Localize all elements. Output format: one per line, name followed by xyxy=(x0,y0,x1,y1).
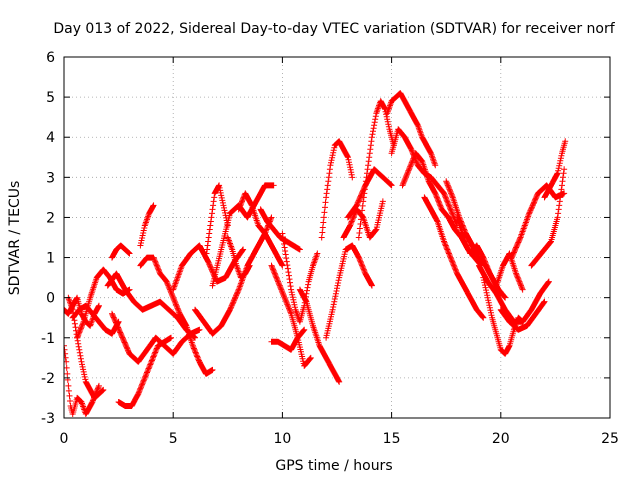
series-23 xyxy=(318,138,356,241)
series-markers xyxy=(497,298,548,333)
y-tick-label: -3 xyxy=(41,411,55,427)
series-6 xyxy=(109,242,133,261)
x-tick-label: 20 xyxy=(492,431,510,447)
series-27 xyxy=(355,98,397,241)
data-markers xyxy=(64,90,569,417)
y-tick-label: 3 xyxy=(46,170,55,186)
series-markers xyxy=(421,194,487,321)
series-markers xyxy=(541,138,569,201)
series-markers xyxy=(296,286,343,385)
series-markers xyxy=(454,214,526,293)
series-33 xyxy=(454,214,526,293)
series-markers xyxy=(318,138,356,241)
series-13 xyxy=(203,182,231,261)
series-11 xyxy=(137,254,216,377)
x-tick-label: 10 xyxy=(273,431,291,447)
y-tick-label: -1 xyxy=(41,331,55,347)
y-tick-label: 4 xyxy=(46,130,55,146)
y-tick-label: 5 xyxy=(46,90,55,106)
series-37 xyxy=(508,182,568,261)
series-36 xyxy=(497,298,548,333)
series-22 xyxy=(296,286,343,385)
series-39 xyxy=(541,138,569,201)
series-markers xyxy=(137,202,157,249)
chart-title: Day 013 of 2022, Sidereal Day-to-day VTE… xyxy=(53,21,615,37)
series-38 xyxy=(528,166,568,269)
series-35 xyxy=(476,262,552,325)
y-tick-label: 0 xyxy=(46,291,55,307)
x-tick-label: 15 xyxy=(383,431,401,447)
series-markers xyxy=(355,98,397,241)
y-tick-label: 2 xyxy=(46,210,55,226)
series-markers xyxy=(224,234,253,281)
series-markers xyxy=(323,242,375,341)
series-markers xyxy=(476,262,552,325)
series-10 xyxy=(137,202,157,249)
series-16 xyxy=(224,234,253,281)
series-markers xyxy=(384,90,439,169)
y-axis-label: SDTVAR / TECUs xyxy=(7,181,23,296)
series-markers xyxy=(508,182,568,261)
series-markers xyxy=(528,166,568,269)
series-20 xyxy=(268,326,308,353)
axis-ticks: -3 -2 -1 0 1 2 3 4 5 6 0 5 10 15 20 25 xyxy=(41,50,619,447)
series-markers xyxy=(109,242,133,261)
series-24 xyxy=(323,242,375,341)
series-markers xyxy=(203,182,231,261)
series-28 xyxy=(384,90,439,169)
grid-lines xyxy=(64,57,610,418)
series-31 xyxy=(421,194,487,321)
series-markers xyxy=(137,254,216,377)
x-tick-label: 0 xyxy=(60,431,69,447)
y-tick-label: 1 xyxy=(46,251,55,267)
series-markers xyxy=(268,326,308,353)
x-axis-label: GPS time / hours xyxy=(275,458,392,474)
x-tick-label: 25 xyxy=(601,431,619,447)
plot-frame xyxy=(63,56,611,419)
y-tick-label: -2 xyxy=(41,371,55,387)
y-tick-label: 6 xyxy=(46,50,55,66)
x-tick-label: 5 xyxy=(169,431,178,447)
